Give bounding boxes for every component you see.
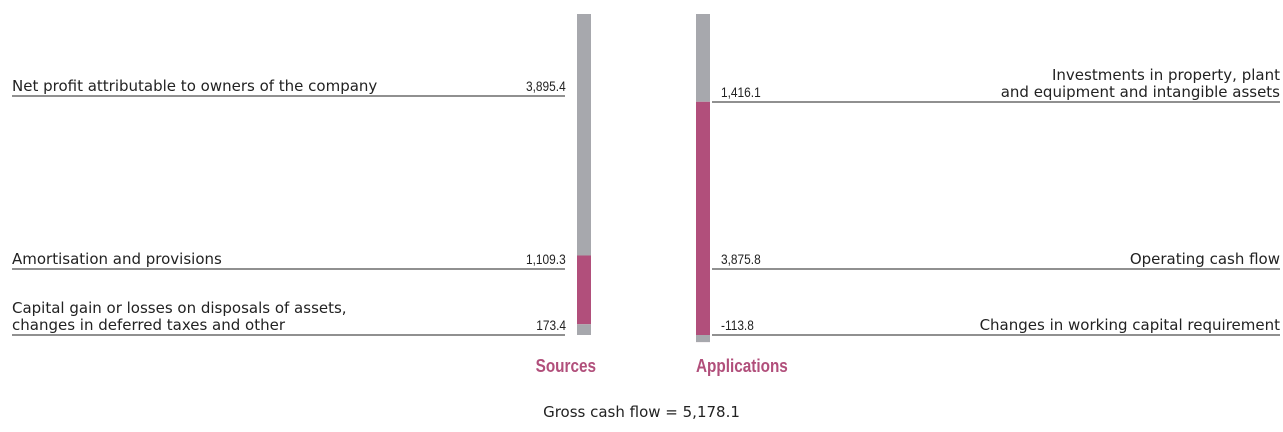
item-label: Operating cash flow — [1129, 250, 1280, 268]
item-label: and equipment and intangible assets — [1000, 83, 1280, 101]
sources-title: Sources — [535, 356, 596, 376]
bar-segment — [577, 14, 591, 256]
item-value: 173.4 — [536, 317, 566, 333]
bar-segment — [696, 335, 710, 343]
item-label: Changes in working capital requirement — [979, 316, 1280, 334]
bar-segment — [577, 255, 591, 325]
item-value: 1,109.3 — [526, 251, 566, 267]
footer: Gross cash flow = 5,178.1 — [543, 403, 740, 421]
item-label: Amortisation and provisions — [12, 250, 222, 268]
item-label: Capital gain or losses on disposals of a… — [12, 299, 347, 317]
item-label: Net profit attributable to owners of the… — [12, 77, 378, 95]
applications-title: Applications — [696, 356, 788, 376]
item-label: changes in deferred taxes and other — [12, 316, 285, 334]
item-value: 3,875.8 — [721, 251, 761, 267]
item-value: -113.8 — [721, 317, 754, 333]
bar-segment — [577, 324, 591, 335]
item-value: 1,416.1 — [721, 84, 761, 100]
bar-segment — [696, 101, 710, 343]
item-value: 3,895.4 — [526, 78, 566, 94]
bar-segment — [696, 14, 710, 102]
item-label: Investments in property, plant — [1051, 66, 1280, 84]
